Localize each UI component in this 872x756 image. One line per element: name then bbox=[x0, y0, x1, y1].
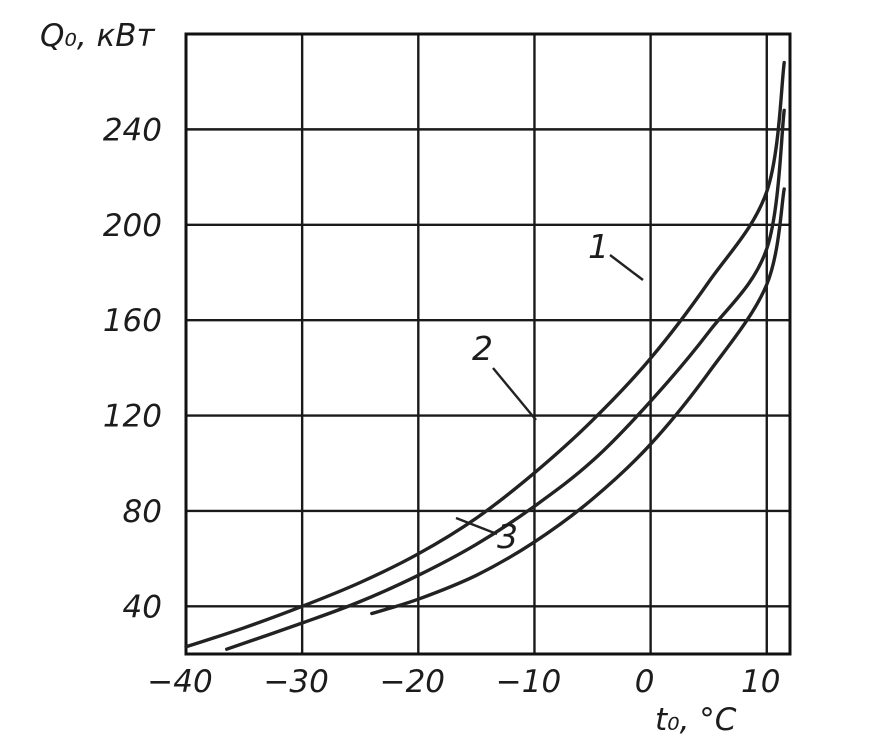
curve-1 bbox=[184, 60, 786, 649]
x-tick-label: −20 bbox=[380, 664, 445, 700]
x-tick-label: 0 bbox=[635, 664, 655, 700]
y-axis-label: Q₀, кВт bbox=[40, 18, 156, 54]
x-tick-label: 10 bbox=[741, 664, 780, 700]
y-tick-label: 120 bbox=[103, 399, 162, 435]
y-tick-label: 80 bbox=[123, 494, 162, 530]
curve-2 bbox=[225, 108, 786, 651]
curve-label-3: 3 bbox=[497, 517, 518, 556]
y-tick-label: 200 bbox=[103, 208, 162, 244]
curve-label-1: 1 bbox=[588, 227, 609, 266]
leaders bbox=[455, 254, 644, 536]
y-tick-labels: 40 80 120 160 200 240 bbox=[103, 112, 162, 625]
curves bbox=[184, 60, 786, 651]
y-tick-label: 40 bbox=[123, 589, 162, 625]
curve-3 bbox=[370, 187, 786, 616]
plot-frame bbox=[184, 32, 792, 656]
curve-2-leader bbox=[492, 367, 537, 421]
x-tick-label: −30 bbox=[263, 664, 328, 700]
x-tick-label: −40 bbox=[147, 664, 212, 700]
x-axis-label: t₀, °C bbox=[655, 702, 737, 738]
curve-1-leader bbox=[609, 254, 644, 281]
grid bbox=[184, 34, 790, 654]
y-tick-label: 240 bbox=[103, 112, 162, 148]
y-tick-label: 160 bbox=[103, 303, 162, 339]
curve-3-leader bbox=[455, 516, 498, 536]
x-tick-labels: −40 −30 −20 −10 0 10 bbox=[147, 664, 780, 700]
curve-label-2: 2 bbox=[472, 329, 493, 368]
x-tick-label: −10 bbox=[496, 664, 561, 700]
